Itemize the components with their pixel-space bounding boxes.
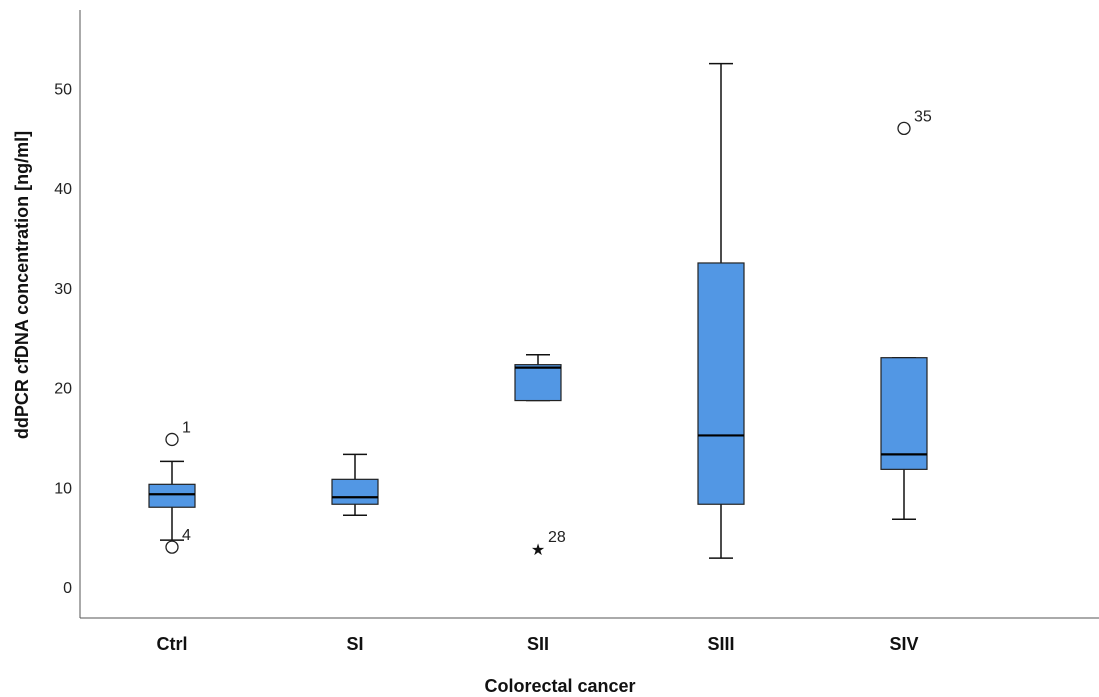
outlier-35: 35 [897,108,932,136]
box-si [331,453,379,516]
outlier-label: 28 [548,529,566,546]
outlier-1: 1 [165,419,191,447]
y-tick-label: 50 [54,82,72,99]
outlier-circle [897,121,911,136]
x-tick-label: SI [346,634,363,654]
box-siv [880,356,928,520]
outlier-star: ★ [531,540,545,559]
box-siii [697,62,745,559]
iqr-box [514,364,562,402]
iqr-box [331,478,379,505]
outlier-label: 4 [182,527,191,544]
x-tick-label: SIII [707,634,734,654]
box-series [148,62,928,559]
y-tick-label: 40 [54,181,72,198]
axes [79,10,1099,619]
x-tick-label: SIV [889,634,918,654]
outlier-label: 35 [914,108,932,125]
y-axis-title: ddPCR cfDNA concentration [ng/ml] [12,131,32,439]
outlier-circle [165,432,179,447]
box-ctrl [148,460,196,541]
box-sii [514,353,562,402]
outlier-28: ★28 [531,529,566,559]
x-axis-title: Colorectal cancer [484,676,635,696]
outlier-label: 1 [182,419,191,436]
outlier-points: 1 4 ★28 35 [165,108,932,559]
x-tick-label: SII [527,634,549,654]
iqr-box [148,483,196,508]
x-tick-label: Ctrl [157,634,188,654]
y-tick-label: 30 [54,281,72,298]
outlier-4: 4 [165,527,191,554]
outlier-circle [165,540,179,554]
y-tick-label: 0 [63,580,72,597]
iqr-box [697,262,745,505]
y-tick-label: 10 [54,480,72,497]
x-tick-labels: Ctrl SI SII SIII SIV [157,634,919,654]
y-tick-label: 20 [54,381,72,398]
iqr-box [880,357,928,470]
y-tick-labels: 0 10 20 30 40 50 [54,82,72,598]
